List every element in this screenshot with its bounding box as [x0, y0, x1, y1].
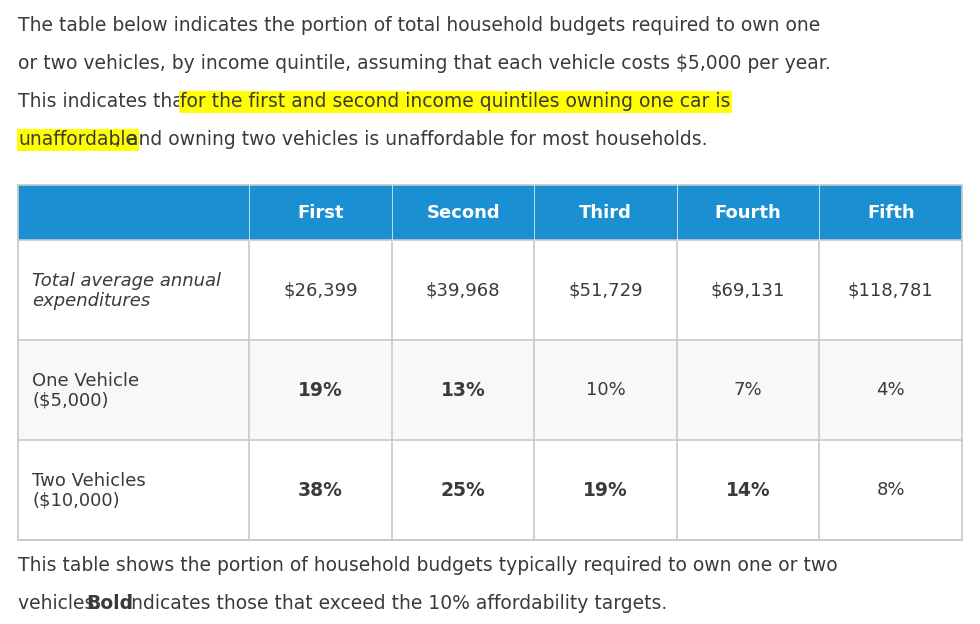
Text: expenditures: expenditures [32, 292, 150, 310]
Text: ($10,000): ($10,000) [32, 492, 120, 510]
Text: for the first and second income quintiles owning one car is: for the first and second income quintile… [180, 92, 730, 111]
Text: unaffordable: unaffordable [18, 130, 137, 149]
Text: 19%: 19% [583, 480, 628, 499]
Text: $39,968: $39,968 [426, 281, 501, 299]
Text: This table shows the portion of household budgets typically required to own one : This table shows the portion of househol… [18, 556, 838, 575]
Bar [18, 440, 962, 540]
Text: The table below indicates the portion of total household budgets required to own: The table below indicates the portion of… [18, 16, 820, 35]
Text: Total average annual: Total average annual [32, 272, 221, 290]
Text: Fifth: Fifth [867, 203, 914, 222]
Text: 14%: 14% [726, 480, 770, 499]
Text: 4%: 4% [876, 381, 906, 399]
Text: 8%: 8% [876, 481, 905, 499]
Text: 7%: 7% [734, 381, 762, 399]
Text: , and owning two vehicles is unaffordable for most households.: , and owning two vehicles is unaffordabl… [115, 130, 708, 149]
Text: Third: Third [579, 203, 632, 222]
Text: Two Vehicles: Two Vehicles [32, 472, 146, 490]
Text: One Vehicle: One Vehicle [32, 372, 139, 390]
Text: $51,729: $51,729 [568, 281, 643, 299]
Text: indicates those that exceed the 10% affordability targets.: indicates those that exceed the 10% affo… [120, 594, 667, 613]
Text: 13%: 13% [441, 381, 485, 399]
Text: vehicles.: vehicles. [18, 594, 106, 613]
Text: $69,131: $69,131 [711, 281, 785, 299]
Text: ($5,000): ($5,000) [32, 392, 109, 410]
Text: or two vehicles, by income quintile, assuming that each vehicle costs $5,000 per: or two vehicles, by income quintile, ass… [18, 54, 831, 73]
Text: 25%: 25% [441, 480, 485, 499]
Bar [18, 185, 962, 240]
Text: This indicates that: This indicates that [18, 92, 197, 111]
Bar [18, 340, 962, 440]
Bar [18, 240, 962, 340]
Text: Fourth: Fourth [714, 203, 782, 222]
Text: 38%: 38% [298, 480, 343, 499]
Text: First: First [297, 203, 344, 222]
Text: Second: Second [426, 203, 500, 222]
Text: Bold: Bold [86, 594, 133, 613]
Text: $26,399: $26,399 [283, 281, 358, 299]
Text: $118,781: $118,781 [848, 281, 934, 299]
Text: 10%: 10% [586, 381, 625, 399]
Text: 19%: 19% [298, 381, 343, 399]
